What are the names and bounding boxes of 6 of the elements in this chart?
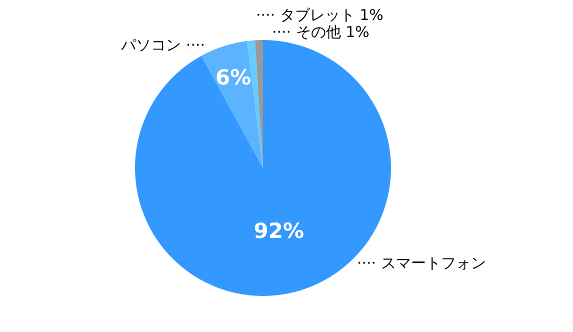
slice-label: ···· スマートフォン xyxy=(357,254,486,272)
slice-label: ···· その他 1% xyxy=(272,23,370,41)
data-label: 92% xyxy=(254,218,304,243)
slice-label: ···· タブレット 1% xyxy=(256,6,384,24)
data-label: 6% xyxy=(216,66,252,90)
slice-label: パソコン ···· xyxy=(120,36,205,54)
